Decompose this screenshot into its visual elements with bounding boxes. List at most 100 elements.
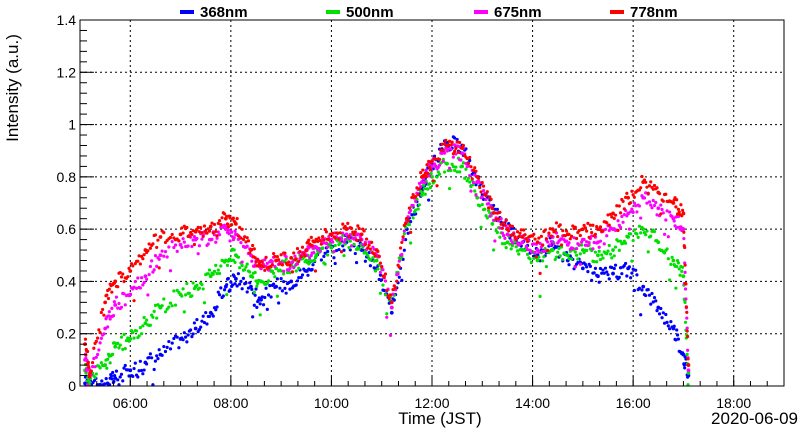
data-point	[140, 276, 144, 280]
data-point	[601, 256, 605, 260]
data-point	[133, 279, 137, 284]
data-point	[121, 347, 125, 351]
data-point	[558, 223, 562, 227]
data-point	[523, 233, 527, 237]
data-point	[650, 291, 654, 296]
data-point	[277, 258, 281, 262]
data-point	[173, 243, 178, 247]
data-point	[492, 248, 496, 252]
data-point	[303, 254, 307, 258]
data-point	[342, 240, 346, 244]
data-point	[495, 207, 499, 211]
data-point	[177, 239, 181, 243]
data-point	[101, 307, 105, 312]
data-point	[611, 248, 615, 252]
data-point	[473, 173, 477, 177]
data-point	[591, 247, 595, 251]
data-point	[561, 229, 565, 233]
data-point	[480, 181, 484, 185]
data-point	[383, 293, 388, 297]
data-point	[354, 260, 359, 265]
data-point	[629, 210, 633, 214]
data-point	[377, 277, 381, 282]
data-point	[428, 186, 432, 190]
data-point	[503, 223, 507, 227]
data-point	[137, 254, 141, 258]
data-point	[280, 289, 284, 293]
data-point	[629, 276, 633, 280]
data-point	[525, 248, 530, 252]
data-point	[226, 276, 230, 281]
data-point	[387, 296, 391, 301]
data-point	[142, 315, 146, 320]
data-point	[490, 206, 495, 211]
data-point	[401, 238, 405, 242]
data-point	[645, 185, 649, 189]
data-point	[318, 239, 322, 243]
data-point	[371, 256, 375, 260]
data-point	[295, 279, 300, 283]
data-point	[404, 221, 408, 225]
data-point	[131, 374, 135, 378]
data-point	[572, 236, 576, 240]
data-point	[564, 229, 569, 233]
data-point	[313, 269, 318, 273]
data-point	[493, 239, 497, 243]
data-point	[266, 279, 271, 283]
data-point	[380, 278, 384, 282]
data-point	[112, 300, 116, 304]
data-point	[606, 213, 610, 217]
data-point	[252, 303, 256, 307]
data-point	[90, 364, 95, 369]
data-point	[649, 302, 653, 306]
data-point	[437, 157, 442, 162]
data-point	[136, 276, 140, 280]
data-point	[207, 314, 212, 319]
data-point	[148, 352, 152, 356]
data-point	[425, 163, 429, 167]
data-point	[196, 225, 200, 229]
data-point	[481, 184, 486, 188]
data-point	[464, 167, 468, 171]
data-point	[601, 229, 605, 233]
data-point	[356, 224, 360, 228]
data-point	[544, 237, 549, 241]
data-point	[626, 195, 631, 200]
data-point	[178, 232, 183, 237]
data-point	[660, 316, 664, 320]
data-point	[153, 359, 158, 363]
data-point	[525, 252, 530, 256]
data-point	[311, 263, 315, 267]
data-point	[665, 209, 669, 213]
data-point	[368, 247, 372, 251]
data-point	[486, 208, 491, 213]
data-point	[389, 300, 394, 305]
data-point	[632, 288, 637, 293]
y-tick-label: 0.4	[57, 273, 77, 289]
data-point	[424, 174, 428, 179]
data-point	[190, 244, 194, 249]
data-point	[239, 279, 243, 283]
data-point	[136, 259, 140, 263]
data-point	[495, 230, 499, 235]
data-point	[192, 235, 196, 239]
data-point	[378, 261, 383, 265]
data-point	[603, 227, 608, 231]
data-point	[635, 210, 639, 214]
data-point	[661, 199, 665, 203]
data-point	[90, 360, 95, 365]
data-point	[597, 280, 601, 284]
data-point	[118, 270, 122, 275]
y-tick-label: 1	[68, 117, 76, 133]
x-tick-label: 12:00	[414, 395, 449, 411]
data-point	[429, 171, 433, 176]
data-point	[509, 233, 513, 238]
data-point	[578, 252, 582, 256]
data-point	[232, 236, 236, 240]
data-point	[253, 270, 257, 275]
data-point	[162, 297, 166, 301]
data-point	[143, 321, 148, 326]
data-point	[683, 366, 687, 370]
data-point	[158, 235, 163, 239]
data-point	[448, 186, 452, 191]
